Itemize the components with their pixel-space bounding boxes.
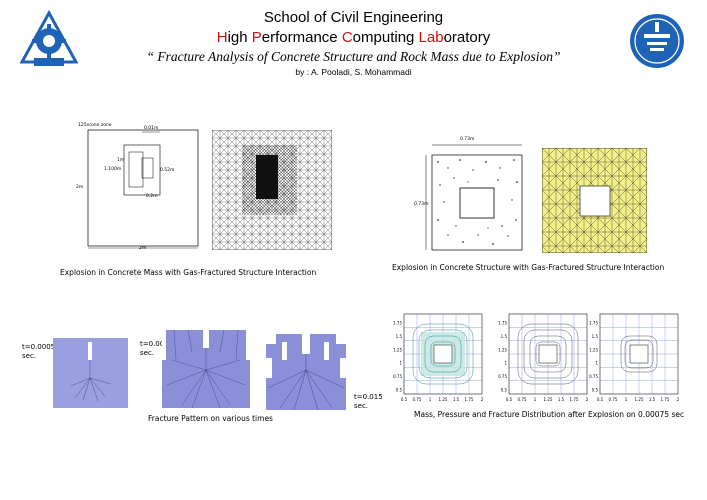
- x-tick-label: 0.5: [597, 397, 604, 402]
- lab-title-part: P: [251, 29, 262, 46]
- distribution-plot-2: 0.5 0.75 1 1.25 1.5 1.75 0.5 0.75 1 1.25 1.5 1.75 2: [498, 313, 589, 402]
- fig4-caption: Mass, Pressure and Fracture Distribution…: [414, 410, 685, 419]
- y-tick-label: 1.25: [589, 347, 598, 352]
- height-dim-label: 1.100m: [104, 167, 122, 172]
- bottom-dim-label: 0.2m: [146, 194, 158, 199]
- lab-title-part: erformance: [261, 29, 342, 46]
- x-tick-label: 1.5: [453, 397, 460, 402]
- x-tick-label: 0.75: [413, 397, 422, 402]
- depth-dim-label: 1m: [117, 158, 125, 163]
- concrete-structure-mesh: [542, 148, 647, 253]
- x-tick-label: 1.5: [558, 397, 565, 402]
- x-tick-label: 1.75: [661, 397, 670, 402]
- distribution-plot-1: 0.5 0.75 1 1.25 1.5 1.75 0.5 0.75 1 1.25 1.5 1.75 2: [393, 313, 484, 402]
- fig1-caption: Explosion in Concrete Mass with Gas-Frac…: [60, 268, 317, 277]
- x-tick-label: 1.5: [649, 397, 656, 402]
- x-tick-label: 1.25: [544, 397, 553, 402]
- fracture-pattern-t2: [162, 330, 250, 408]
- authors: by : A. Pooladi, S. Mohammadi: [295, 67, 412, 77]
- time-label-3: t=0.015 sec.: [354, 393, 383, 410]
- concrete-structure-schematic: [425, 144, 523, 251]
- y-tick-label: 1.5: [592, 334, 599, 339]
- time-label-2: t=0.005 sec.: [140, 340, 169, 357]
- x-tick-label: 1: [625, 397, 628, 402]
- y-tick-label: 1.25: [498, 347, 507, 352]
- side-dim-label: 0.52m: [160, 168, 175, 173]
- fig3-caption: Fracture Pattern on various times: [148, 414, 273, 423]
- time-label-1: t=0.0005 sec.: [22, 343, 56, 360]
- x-tick-label: 0.75: [518, 397, 527, 402]
- fracture-pattern-t3: [266, 328, 346, 410]
- base-dim-label: 2m: [139, 246, 147, 251]
- x-tick-label: 2: [481, 397, 484, 402]
- y-tick-label: 1: [595, 361, 598, 366]
- lab-title-part: oratory: [443, 29, 491, 46]
- y-tick-label: 1.5: [501, 334, 508, 339]
- lab-title-part: Lab: [418, 29, 444, 46]
- y-tick-label: 0.75: [393, 374, 402, 379]
- university-of-tehran-logo-icon: [630, 14, 684, 68]
- y-tick-label: 0.5: [396, 387, 403, 392]
- zone-label: 125x(one zone: [78, 123, 112, 128]
- lab-title-part: igh: [227, 29, 252, 46]
- y-tick-label: 1.25: [393, 347, 402, 352]
- x-tick-label: 1.75: [465, 397, 474, 402]
- y-tick-label: 1.5: [396, 334, 403, 339]
- y-tick-label: 1: [504, 361, 507, 366]
- x-tick-label: 1: [534, 397, 537, 402]
- x-tick-label: 1: [429, 397, 432, 402]
- y-tick-label: 1.75: [589, 321, 598, 326]
- distribution-plot-3: 0.5 0.75 1 1.25 1.5 1.75 0.5 0.75 1 1.25 1.5 1.75 2: [589, 313, 680, 402]
- left-dim-label: 2m: [76, 185, 84, 190]
- lab-title: High Performance Computing Laboratory: [0, 29, 707, 46]
- x-tick-label: 1.25: [439, 397, 448, 402]
- poster-title: “ Fracture Analysis of Concrete Structur…: [146, 49, 561, 64]
- x-tick-label: 1.75: [570, 397, 579, 402]
- top-dim-label: 0.01m: [144, 126, 159, 131]
- fig2-left-dim-label: 0.73m: [414, 202, 429, 207]
- concrete-mass-mesh: [212, 130, 332, 250]
- y-tick-label: 0.75: [498, 374, 507, 379]
- school-title: School of Civil Engineering: [263, 9, 444, 26]
- lab-title-part: omputing: [352, 29, 419, 46]
- x-tick-label: 0.5: [506, 397, 513, 402]
- y-tick-label: 0.75: [589, 374, 598, 379]
- x-tick-label: 2: [586, 397, 589, 402]
- y-tick-label: 1: [399, 361, 402, 366]
- fracture-pattern-t1: [53, 338, 128, 408]
- x-tick-label: 1.25: [635, 397, 644, 402]
- lab-title-part: C: [341, 29, 353, 46]
- x-tick-label: 2: [677, 397, 680, 402]
- faculty-logo-icon: [20, 10, 78, 66]
- y-tick-label: 0.5: [501, 387, 508, 392]
- lab-title-part: H: [216, 29, 228, 46]
- concrete-mass-schematic: [87, 129, 199, 249]
- fig2-caption: Explosion in Concrete Structure with Gas…: [392, 263, 665, 272]
- x-tick-label: 0.5: [401, 397, 408, 402]
- x-tick-label: 0.75: [609, 397, 618, 402]
- y-tick-label: 1.75: [393, 321, 402, 326]
- fig2-top-dim-label: 0.73m: [460, 137, 475, 142]
- y-tick-label: 1.75: [498, 321, 507, 326]
- y-tick-label: 0.5: [592, 387, 599, 392]
